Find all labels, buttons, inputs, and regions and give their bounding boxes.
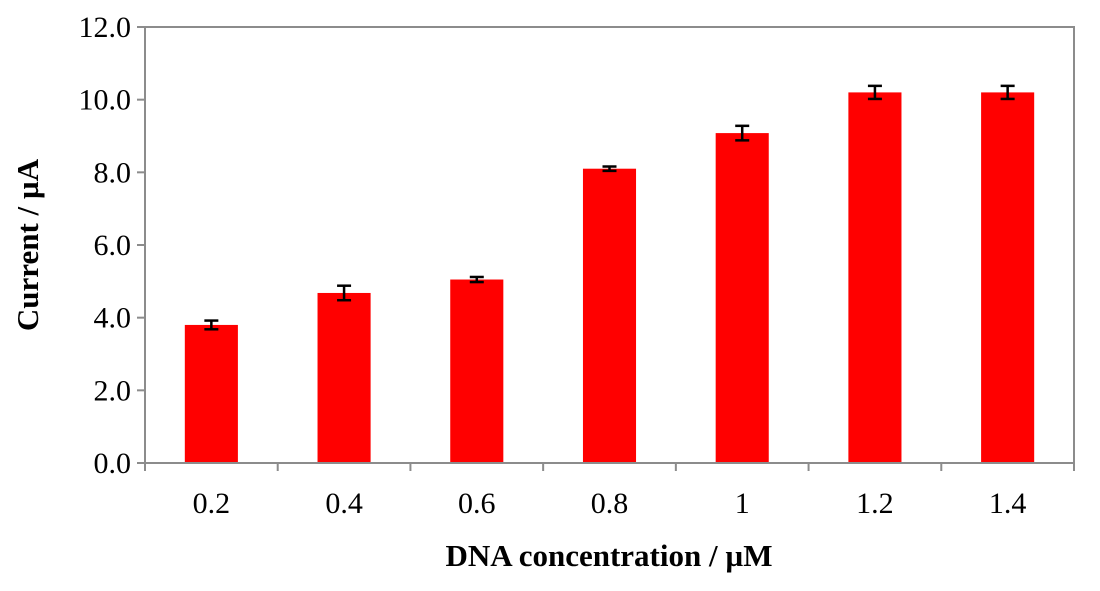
bar-0.2 [184, 324, 238, 463]
y-tick-labels: 0.0 2.0 4.0 6.0 8.0 10.0 12.0 [79, 11, 132, 480]
x-tick-label-1: 1 [735, 487, 750, 520]
x-tick-label-0.8: 0.8 [591, 487, 629, 520]
y-tick-label-8.0: 8.0 [94, 156, 132, 189]
x-axis-title: DNA concentration / µM [446, 538, 773, 573]
y-axis-title: Current / µA [10, 158, 45, 331]
bar-1.4 [981, 92, 1035, 464]
y-tick-label-4.0: 4.0 [94, 302, 132, 335]
x-tick-label-0.6: 0.6 [458, 487, 496, 520]
y-tick-label-0.0: 0.0 [94, 447, 132, 480]
error-bars-group [204, 84, 1015, 331]
bar-0.4 [317, 292, 371, 463]
x-tick-label-0.4: 0.4 [325, 487, 363, 520]
bar-0.8 [582, 168, 637, 463]
bar-1.2 [848, 92, 902, 464]
x-tick-label-1.2: 1.2 [856, 487, 894, 520]
x-tick-labels: 0.2 0.4 0.6 0.8 1 1.2 1.4 [193, 487, 1027, 520]
x-tick-label-0.2: 0.2 [193, 487, 231, 520]
axes-group [137, 26, 1075, 471]
x-tick-label-1.4: 1.4 [989, 487, 1027, 520]
bar-1 [715, 133, 769, 464]
y-tick-label-12.0: 12.0 [79, 11, 132, 44]
y-tick-label-6.0: 6.0 [94, 229, 132, 262]
bar-0.6 [450, 279, 504, 463]
y-tick-label-10.0: 10.0 [79, 84, 132, 117]
bars-group [184, 92, 1035, 464]
y-tick-label-2.0: 2.0 [94, 374, 132, 407]
